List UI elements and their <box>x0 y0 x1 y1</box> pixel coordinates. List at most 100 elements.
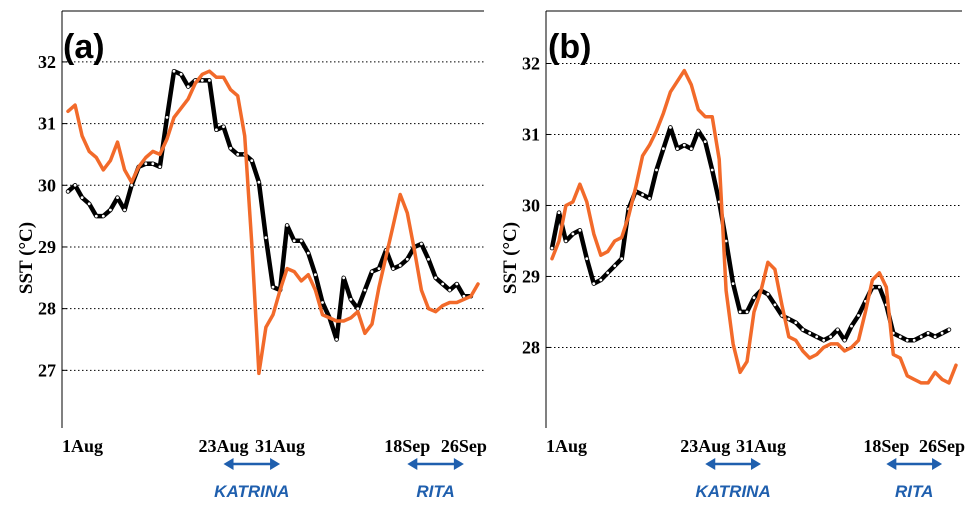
data-point <box>557 211 561 215</box>
data-point <box>620 257 624 261</box>
data-point <box>377 267 381 270</box>
data-point <box>158 165 162 169</box>
data-point <box>878 285 881 289</box>
arrow-head-left <box>705 458 716 470</box>
data-point <box>578 228 582 232</box>
x-tick-label: 31Aug <box>736 436 786 456</box>
y-axis-label: SST (°C) <box>16 222 37 294</box>
data-point <box>662 147 665 151</box>
data-point <box>257 180 261 184</box>
data-point <box>850 324 853 328</box>
event-arrow-katrina <box>705 458 761 470</box>
data-point <box>766 292 770 296</box>
data-point <box>420 242 423 246</box>
data-point <box>822 338 826 342</box>
data-point <box>648 197 651 200</box>
data-point <box>94 214 98 218</box>
data-point <box>172 69 176 73</box>
event-label-katrina: KATRINA <box>695 482 770 501</box>
data-point <box>448 288 452 292</box>
y-tick-label: 29 <box>38 237 56 257</box>
data-point <box>919 335 923 339</box>
data-point <box>349 298 353 301</box>
data-point <box>229 146 233 150</box>
data-point <box>676 147 679 151</box>
data-point <box>186 85 190 88</box>
y-tick-label: 27 <box>38 360 56 380</box>
x-tick-label: 18Sep <box>863 436 909 456</box>
data-point <box>724 239 728 243</box>
data-point <box>696 129 700 133</box>
data-point <box>745 310 749 314</box>
data-point <box>738 310 742 314</box>
series-line-black <box>549 125 952 343</box>
data-point <box>434 276 437 280</box>
data-point <box>144 162 148 166</box>
data-point <box>342 276 346 280</box>
data-point <box>613 264 617 268</box>
data-point <box>299 239 303 243</box>
data-point <box>250 159 254 163</box>
event-arrow-rita <box>886 458 943 470</box>
data-point <box>815 335 819 339</box>
x-tick-label: 26Sep <box>919 436 965 456</box>
data-point <box>599 278 603 282</box>
data-point <box>829 335 832 339</box>
arrow-head-left <box>223 458 234 470</box>
data-point <box>682 143 686 147</box>
y-axis-label: SST (°C) <box>500 222 521 294</box>
data-point <box>787 317 791 321</box>
data-point <box>455 282 459 286</box>
data-point <box>130 183 134 187</box>
data-point <box>940 331 944 335</box>
series-orange <box>550 68 958 385</box>
data-point <box>710 168 714 172</box>
data-point <box>405 257 409 261</box>
arrow-head-left <box>407 458 418 470</box>
data-point <box>752 296 756 300</box>
data-point <box>843 338 846 342</box>
chart-panel-a: 27 28 29 30 31 32 SST (°C) (a) 1Aug 23Aug 31Aug 18S… <box>16 10 487 501</box>
data-point <box>801 328 805 332</box>
y-tick-label: 31 <box>38 114 56 134</box>
data-point <box>73 183 77 187</box>
x-tick-label: 1Aug <box>546 436 587 456</box>
data-point <box>370 270 374 273</box>
data-point <box>773 303 777 307</box>
x-tick-label: 1Aug <box>62 436 103 456</box>
data-point <box>87 202 91 206</box>
x-tick-label: 23Aug <box>199 436 249 456</box>
data-point <box>292 239 296 243</box>
data-point <box>689 147 693 151</box>
data-point <box>165 116 169 119</box>
data-point <box>222 125 225 129</box>
data-point <box>101 214 105 218</box>
data-point <box>857 314 860 317</box>
event-arrow-katrina <box>223 458 281 470</box>
panel-label: (b) <box>548 28 591 66</box>
data-point <box>898 335 902 339</box>
data-point <box>592 282 596 285</box>
event-label-rita: RITA <box>895 482 933 501</box>
data-point <box>109 208 112 212</box>
data-point <box>926 331 930 335</box>
arrow-head-right <box>270 458 281 470</box>
data-point <box>314 273 317 277</box>
series-black <box>549 125 952 343</box>
y-tick-label: 31 <box>522 124 540 144</box>
data-point <box>641 193 644 197</box>
data-point <box>321 301 324 304</box>
chart-panel-b: 28 29 30 31 32 SST (°C) (b) 1Aug 23Aug 31Aug 18Sep… <box>500 10 965 501</box>
series-line-orange <box>66 69 480 376</box>
x-tick-label: 18Sep <box>384 436 430 456</box>
data-point <box>335 338 338 341</box>
y-tick-label: 30 <box>522 195 540 215</box>
data-point <box>80 196 84 200</box>
data-point <box>912 338 916 342</box>
event-arrow-rita <box>407 458 464 470</box>
panel-label: (a) <box>63 28 105 66</box>
arrow-head-right <box>453 458 464 470</box>
data-point <box>585 257 589 261</box>
event-label-katrina: KATRINA <box>214 482 289 501</box>
